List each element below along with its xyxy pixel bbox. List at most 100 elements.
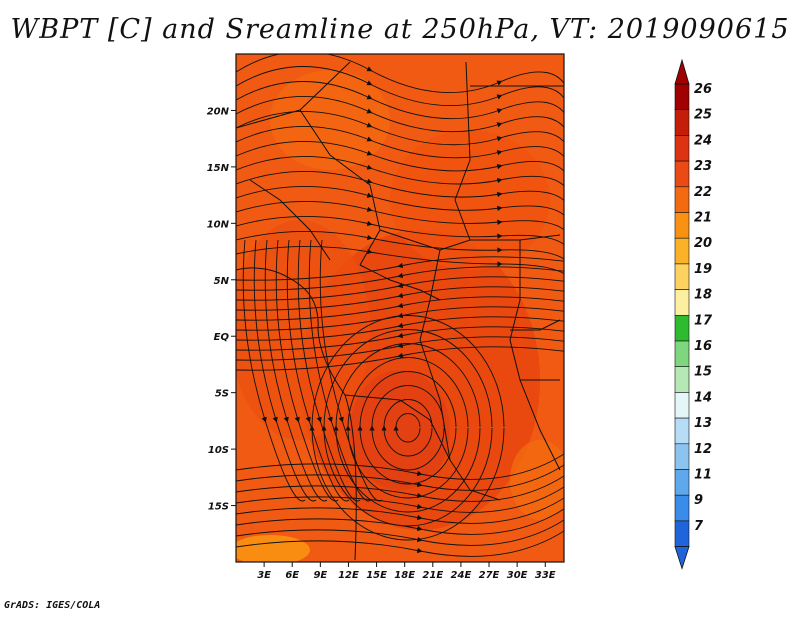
- colorbar: 26 25 24 23 22 21 20 19 18 17 16 15 14 13 12 11 9 7: [674, 58, 713, 570]
- lon-tick-label: 3E: [257, 570, 271, 581]
- streamline: [253, 239, 317, 502]
- streamline: [309, 315, 505, 541]
- streamline: [236, 266, 564, 291]
- colorbar-segment: [674, 392, 690, 419]
- streamline: [236, 231, 564, 260]
- lat-tick-label: 10S: [208, 445, 229, 456]
- longitude-axis: 3E 6E 9E 12E 15E 18E 21E 24E 27E 30E 33E: [257, 562, 556, 581]
- border-line: [419, 249, 451, 461]
- colorbar-label: 19: [694, 262, 712, 277]
- colorbar-segment: [674, 263, 690, 290]
- colorbar-bottom-arrow: [674, 546, 690, 570]
- streamline: [236, 296, 564, 321]
- colorbar-segment: [674, 109, 690, 136]
- lat-tick-label: 10N: [207, 219, 230, 230]
- map-frame: [235, 53, 565, 563]
- lon-tick-label: 9E: [313, 570, 327, 581]
- streamline: [236, 508, 564, 535]
- colorbar-label: 21: [694, 211, 712, 226]
- streamline: [381, 399, 433, 457]
- colorbar-label: 20: [694, 236, 712, 251]
- colorbar-label: 11: [694, 468, 712, 483]
- lon-tick-label: 33E: [535, 570, 556, 581]
- colorbar-segment: [674, 289, 690, 316]
- streamline: [264, 239, 328, 502]
- map-title: WBPT [C] and Sreamline at 250hPa, VT: 20…: [10, 14, 790, 45]
- lon-tick-label: 24E: [451, 570, 472, 581]
- streamline: [333, 343, 481, 513]
- streamline: [236, 201, 564, 231]
- lon-tick-label: 27E: [479, 570, 500, 581]
- colorbar-segment: [674, 520, 690, 547]
- country-borders: [236, 61, 564, 561]
- streamline: [236, 530, 564, 557]
- streamline: [393, 413, 421, 443]
- lat-tick-label: 15N: [207, 163, 230, 174]
- streamline: [286, 239, 350, 502]
- colorbar-segment: [674, 160, 690, 188]
- colorbar-label: 9: [694, 493, 703, 508]
- colorbar-label: 13: [694, 416, 712, 431]
- colorbar-label: 16: [694, 339, 712, 354]
- lon-tick-label: 21E: [422, 570, 443, 581]
- streamline: [297, 239, 361, 502]
- streamline: [236, 286, 564, 311]
- streamline: [236, 486, 564, 513]
- border-line: [249, 179, 331, 261]
- lat-tick-label: 5S: [215, 389, 229, 400]
- streamline: [308, 239, 372, 502]
- streamline: [236, 216, 564, 246]
- streamline: [236, 326, 564, 351]
- colorbar-label: 18: [694, 288, 712, 303]
- streamline: [236, 464, 564, 491]
- colorbar-top-arrow: [674, 58, 690, 85]
- lon-tick-label: 30E: [507, 570, 528, 581]
- colorbar-segment: [674, 494, 690, 522]
- colorbar-label: 26: [694, 82, 712, 97]
- streamline: [236, 475, 564, 502]
- streamline: [236, 336, 564, 361]
- border-line: [509, 240, 561, 471]
- colorbar-label: 7: [694, 519, 704, 534]
- streamline: [236, 519, 564, 546]
- colorbar-segment: [674, 212, 690, 239]
- colorbar-segment: [674, 340, 690, 368]
- map-panel: 20N 15N 10N 5N EQ 5S 10S 15S 3E 6E 9E 12E 15E 18E 21E…: [207, 53, 565, 581]
- latitude-axis: 20N 15N 10N 5N EQ 5S 10S 15S: [207, 106, 236, 513]
- streamline: [236, 316, 564, 341]
- streamlines: [236, 54, 564, 557]
- grads-credit: GrADS: IGES/COLA: [4, 600, 101, 611]
- lon-tick-label: 18E: [394, 570, 415, 581]
- streamline: [345, 357, 469, 499]
- colorbar-segment: [674, 83, 690, 111]
- colorbar-label: 24: [694, 133, 712, 148]
- colorbar-segment: [674, 469, 690, 496]
- streamline: [236, 246, 564, 275]
- border-line: [454, 61, 471, 241]
- colorbar-segment: [674, 186, 690, 213]
- colorbar-label: 23: [694, 159, 712, 174]
- lat-tick-label: 15S: [208, 502, 229, 513]
- colorbar-label: 15: [694, 365, 712, 380]
- colorbar-label: 25: [694, 108, 712, 123]
- colorbar-segment: [674, 417, 690, 445]
- streamline: [275, 239, 339, 502]
- colorbar-segment: [674, 237, 690, 265]
- streamline: [236, 497, 564, 524]
- colorbar-segment: [674, 443, 690, 470]
- colorbar-label: 12: [694, 442, 712, 457]
- streamline: [236, 276, 564, 301]
- lon-tick-label: 15E: [366, 570, 387, 581]
- lat-tick-label: 5N: [214, 276, 230, 287]
- colorbar-segment: [674, 135, 690, 162]
- border-line: [359, 264, 441, 301]
- colorbar-segment: [674, 366, 690, 393]
- colorbar-label: 17: [694, 313, 713, 328]
- colorbar-segment: [674, 314, 690, 342]
- streamline: [236, 346, 564, 371]
- border-line: [344, 394, 501, 501]
- streamline: [236, 256, 564, 281]
- colorbar-label: 22: [694, 185, 712, 200]
- border-line: [510, 319, 561, 381]
